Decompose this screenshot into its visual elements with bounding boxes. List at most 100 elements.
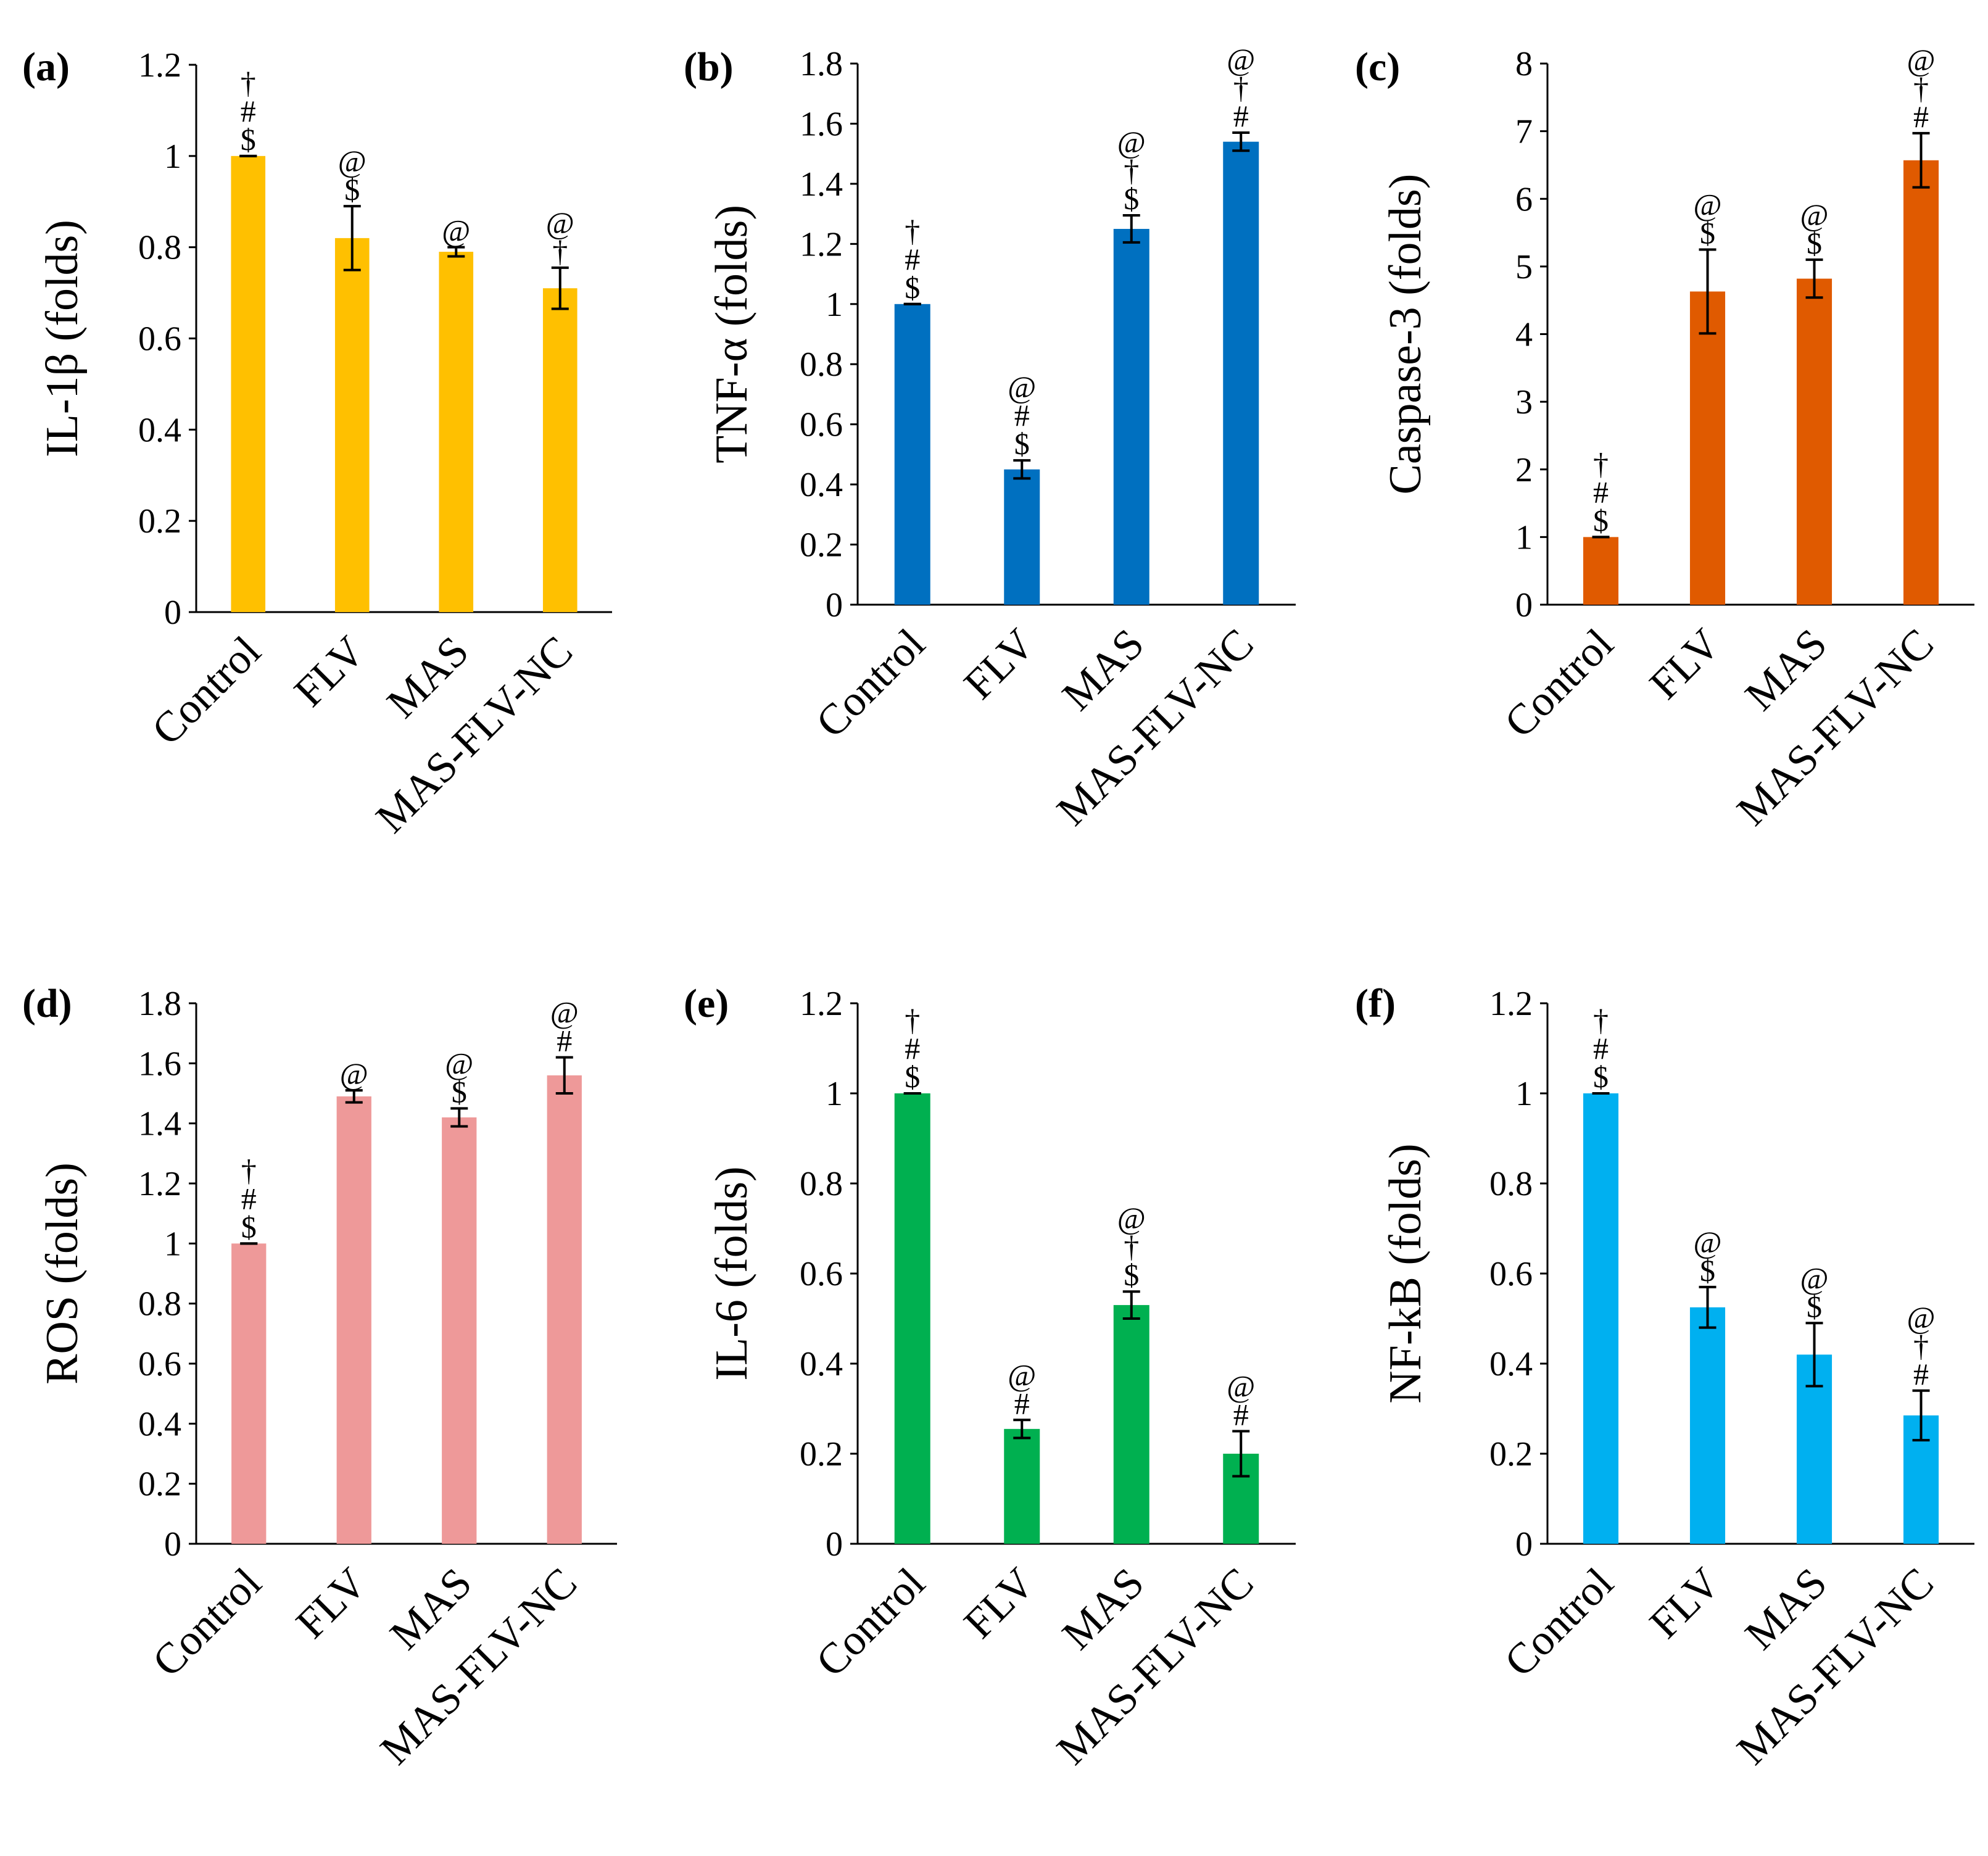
y-tick-label: 0.8 <box>138 1285 181 1324</box>
significance-marker: $ <box>1700 215 1715 250</box>
y-tick-label: 0 <box>826 586 843 624</box>
significance-marker: # <box>1913 99 1929 134</box>
significance-marker: @ <box>1800 197 1828 232</box>
bar-control <box>1583 1093 1619 1544</box>
panel-label: (e) <box>684 981 729 1026</box>
x-category-label: MAS <box>1736 1559 1836 1659</box>
y-tick-label: 1.2 <box>138 46 181 85</box>
y-tick-label: 0 <box>1515 586 1533 624</box>
y-tick-label: 0.4 <box>800 1345 843 1383</box>
y-tick-label: 0.2 <box>800 526 843 565</box>
significance-marker: $ <box>905 1059 920 1094</box>
y-tick-label: 0.8 <box>138 229 181 267</box>
significance-marker: † <box>1913 71 1929 106</box>
x-category-label: Control <box>144 1559 271 1686</box>
significance-marker: † <box>241 1153 257 1187</box>
bar-control <box>894 304 930 605</box>
panel-label: (f) <box>1355 981 1396 1026</box>
bar-flv <box>1004 469 1040 605</box>
y-tick-label: 1.2 <box>800 985 843 1023</box>
x-category-label: FLV <box>288 1559 376 1647</box>
y-tick-label: 0.6 <box>138 1345 181 1383</box>
y-tick-label: 1.2 <box>800 225 843 263</box>
y-axis-label: TNF-α (folds) <box>706 205 757 463</box>
significance-marker: $ <box>241 1209 257 1244</box>
significance-marker: @ <box>546 205 574 240</box>
significance-marker: @ <box>1693 1225 1721 1259</box>
bar-control <box>1583 537 1619 605</box>
significance-marker: $ <box>1014 426 1030 461</box>
y-tick-label: 0.6 <box>800 406 843 444</box>
y-tick-label: 1.4 <box>800 165 843 204</box>
y-axis-label: IL-1β (folds) <box>37 220 88 457</box>
significance-marker: @ <box>338 144 367 178</box>
significance-marker: @ <box>1907 1300 1935 1335</box>
y-tick-label: 0.8 <box>1489 1165 1533 1203</box>
significance-marker: # <box>1593 1031 1609 1066</box>
x-category-label: Control <box>807 620 934 747</box>
x-category-label: Control <box>1496 620 1623 747</box>
y-tick-label: 0.6 <box>800 1255 843 1293</box>
significance-marker: $ <box>1124 181 1139 216</box>
x-category-label: MAS-FLV-NC <box>1048 1559 1263 1774</box>
significance-marker: # <box>241 1181 257 1216</box>
significance-marker: @ <box>1117 1201 1146 1235</box>
y-tick-label: 0.2 <box>800 1435 843 1473</box>
x-category-label: MAS <box>1053 1559 1153 1659</box>
y-tick-label: 0.8 <box>800 346 843 384</box>
significance-marker: $ <box>1700 1253 1715 1288</box>
y-tick-label: 0.4 <box>800 466 843 504</box>
x-category-label: MAS <box>381 1559 481 1659</box>
y-tick-label: 0.8 <box>800 1165 843 1203</box>
significance-marker: # <box>1593 474 1609 509</box>
y-axis-label: NF-kB (folds) <box>1380 1143 1431 1403</box>
bar-control <box>231 1243 267 1544</box>
panel-label: (d) <box>22 981 72 1026</box>
x-category-label: FLV <box>955 1559 1043 1647</box>
y-tick-label: 0.6 <box>138 320 181 358</box>
y-tick-label: 1 <box>164 1225 181 1263</box>
significance-marker: † <box>1233 70 1249 105</box>
x-category-label: FLV <box>955 620 1043 708</box>
bar-mas-flv-nc <box>547 1075 582 1544</box>
y-tick-label: 2 <box>1515 451 1533 489</box>
x-category-label: Control <box>1496 1559 1623 1686</box>
y-tick-label: 1.6 <box>138 1045 181 1083</box>
significance-marker: @ <box>442 213 470 248</box>
chart-panel-b: (b) TNF-α (folds) 0 0.2 0.4 0.6 0.8 1 1.2 1.4 1.6 1… <box>684 42 1296 835</box>
significance-marker: @ <box>1693 187 1721 222</box>
significance-marker: # <box>557 1024 572 1058</box>
bar-mas-flv-nc <box>1903 160 1939 605</box>
significance-marker: @ <box>445 1046 473 1080</box>
bar-flv <box>1689 291 1726 605</box>
x-category-label: MAS <box>1053 620 1153 720</box>
x-category-label: FLV <box>286 628 374 716</box>
bar-mas <box>439 252 474 612</box>
chart-panel-c: (c)Caspase-3 (folds)012345678$#†Control$… <box>1355 43 1974 835</box>
significance-marker: $ <box>905 270 920 305</box>
significance-marker: @ <box>340 1056 368 1091</box>
significance-marker: † <box>1124 153 1139 188</box>
y-axis-label: ROS (folds) <box>37 1162 88 1385</box>
significance-marker: † <box>241 65 256 100</box>
significance-marker: $ <box>452 1074 467 1109</box>
y-tick-label: 1 <box>826 1075 843 1113</box>
y-tick-label: 1.2 <box>1489 985 1533 1023</box>
bar-mas <box>1796 278 1833 605</box>
significance-marker: # <box>241 94 256 128</box>
significance-marker: † <box>905 213 920 248</box>
y-tick-label: 0 <box>164 1525 181 1564</box>
x-category-label: MAS-FLV-NC <box>1728 1559 1943 1774</box>
significance-marker: # <box>905 1031 920 1066</box>
y-tick-label: 0.4 <box>138 1405 181 1443</box>
bar-control <box>894 1093 930 1544</box>
y-tick-label: 0.2 <box>1489 1435 1533 1473</box>
x-category-label: Control <box>143 628 270 755</box>
significance-marker: @ <box>1800 1261 1828 1295</box>
significance-marker: † <box>1593 1003 1609 1037</box>
y-tick-label: 1.6 <box>800 105 843 143</box>
y-tick-label: 6 <box>1515 180 1533 218</box>
bar-flv <box>334 238 370 613</box>
significance-marker: @ <box>1227 1369 1255 1404</box>
significance-marker: # <box>1014 398 1030 433</box>
